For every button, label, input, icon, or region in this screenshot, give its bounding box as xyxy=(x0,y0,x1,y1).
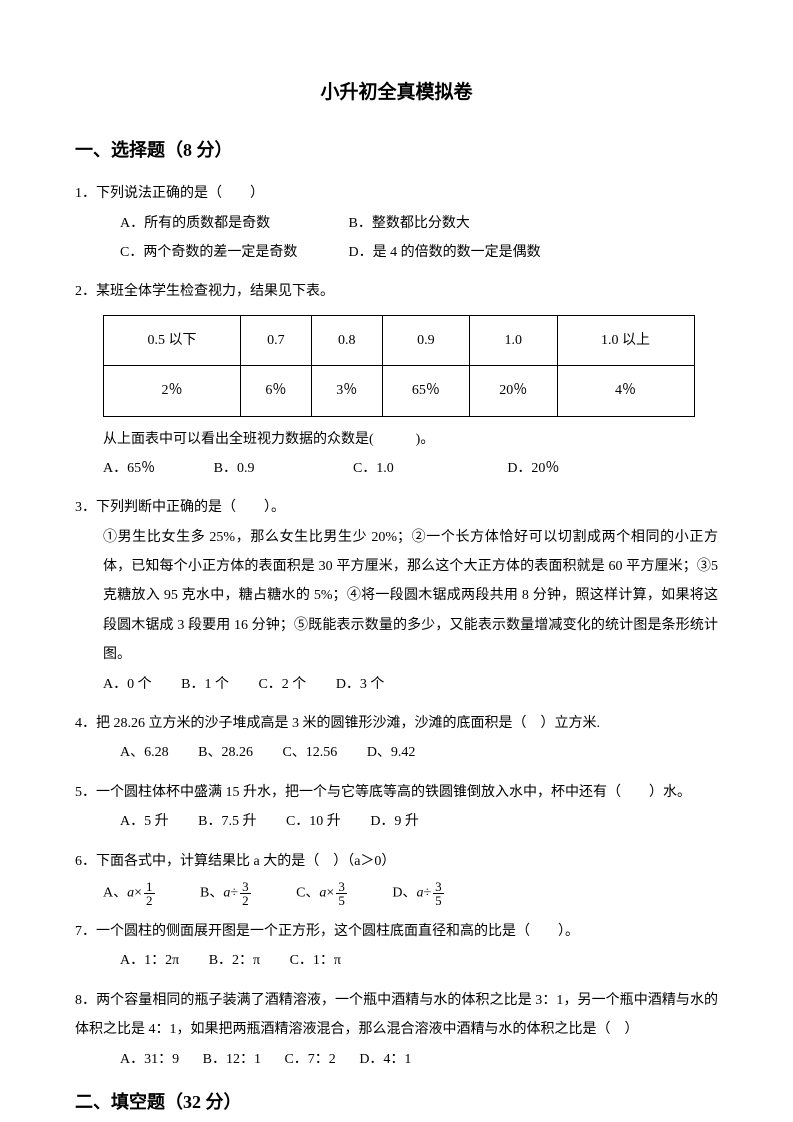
frac-den: 2 xyxy=(144,894,155,907)
q2-options: A．65％ B．0.9 C．1.0 D．20％ xyxy=(75,454,718,483)
q8-stem: 8．两个容量相同的瓶子装满了酒精溶液，一个瓶中酒精与水的体积之比是 3：1，另一… xyxy=(75,986,718,1045)
q7-options: A．1：2π B．2：π C．1：π xyxy=(75,946,718,975)
th: 1.0 以上 xyxy=(557,315,694,365)
q5-optC: C．10 升 xyxy=(286,807,341,836)
q6-optD: D、a÷35 xyxy=(392,880,445,907)
q3-optA: A．0 个 xyxy=(103,670,152,699)
page-title: 小升初全真模拟卷 xyxy=(75,78,718,108)
q1-stem: 1．下列说法正确的是（ ） xyxy=(75,179,718,208)
frac-den: 5 xyxy=(336,894,347,907)
q5-stem: 5．一个圆柱体杯中盛满 15 升水，把一个与它等底等高的铁圆锥倒放入水中，杯中还… xyxy=(75,778,718,807)
q2-stem: 2．某班全体学生检查视力，结果见下表。 xyxy=(75,277,718,306)
q1-optD: D．是 4 的倍数的数一定是偶数 xyxy=(349,245,541,260)
frac-den: 5 xyxy=(433,894,444,907)
q7-optC: C．1：π xyxy=(290,946,341,975)
q8-optC: C．7：2 xyxy=(284,1045,335,1074)
q7-optA: A．1：2π xyxy=(120,946,179,975)
q4-options: A、6.28 B、28.26 C、12.56 D、9.42 xyxy=(75,738,718,767)
th: 0.8 xyxy=(311,315,382,365)
q5-optB: B．7.5 升 xyxy=(198,807,256,836)
q4-optC: C、12.56 xyxy=(282,738,337,767)
question-1: 1．下列说法正确的是（ ） A．所有的质数都是奇数 B．整数都比分数大 C．两个… xyxy=(75,179,718,267)
frac-den: 2 xyxy=(240,894,251,907)
th: 0.9 xyxy=(382,315,469,365)
question-8: 8．两个容量相同的瓶子装满了酒精溶液，一个瓶中酒精与水的体积之比是 3：1，另一… xyxy=(75,986,718,1074)
section2-header: 二、填空题（32 分） xyxy=(75,1088,718,1117)
q6-optC: C、a×35 xyxy=(296,880,349,907)
td: 3％ xyxy=(311,366,382,416)
q4-optD: D、9.42 xyxy=(367,738,416,767)
question-2: 2．某班全体学生检查视力，结果见下表。 0.5 以下 0.7 0.8 0.9 1… xyxy=(75,277,718,483)
question-4: 4．把 28.26 立方米的沙子堆成高是 3 米的圆锥形沙滩，沙滩的底面积是（ … xyxy=(75,709,718,768)
opt-label: D、 xyxy=(392,886,416,901)
q1-optC: C．两个奇数的差一定是奇数 xyxy=(120,238,345,267)
q5-optA: A．5 升 xyxy=(120,807,169,836)
q3-optB: B．1 个 xyxy=(181,670,229,699)
table-row: 0.5 以下 0.7 0.8 0.9 1.0 1.0 以上 xyxy=(104,315,695,365)
q2-optA: A．65％ xyxy=(103,454,155,483)
th: 0.7 xyxy=(241,315,312,365)
q5-optD: D．9 升 xyxy=(370,807,419,836)
q8-optA: A．31：9 xyxy=(120,1045,179,1074)
q3-options: A．0 个 B．1 个 C．2 个 D．3 个 xyxy=(75,670,718,699)
question-6: 6．下面各式中，计算结果比 a 大的是（ ）（a＞0） A、a×12 B、a÷3… xyxy=(75,847,718,907)
table-row: 2％ 6％ 3％ 65％ 20％ 4％ xyxy=(104,366,695,416)
q6-options: A、a×12 B、a÷32 C、a×35 D、a÷35 xyxy=(75,876,718,907)
vision-table: 0.5 以下 0.7 0.8 0.9 1.0 1.0 以上 2％ 6％ 3％ 6… xyxy=(103,315,695,417)
frac-num: 3 xyxy=(433,880,444,894)
q3-body: ①男生比女生多 25%，那么女生比男生少 20%；②一个长方体恰好可以切割成两个… xyxy=(75,523,718,670)
q6-optA: A、a×12 xyxy=(103,880,157,907)
q1-optB: B．整数都比分数大 xyxy=(349,216,470,231)
frac-num: 3 xyxy=(336,880,347,894)
q5-options: A．5 升 B．7.5 升 C．10 升 D．9 升 xyxy=(75,807,718,836)
td: 20％ xyxy=(470,366,557,416)
q4-stem: 4．把 28.26 立方米的沙子堆成高是 3 米的圆锥形沙滩，沙滩的底面积是（ … xyxy=(75,709,718,738)
q4-optA: A、6.28 xyxy=(120,738,169,767)
q6-optB: B、a÷32 xyxy=(200,880,253,907)
q4-optB: B、28.26 xyxy=(198,738,253,767)
q1-options: A．所有的质数都是奇数 B．整数都比分数大 C．两个奇数的差一定是奇数 D．是 … xyxy=(75,209,718,268)
frac-num: 3 xyxy=(240,880,251,894)
th: 0.5 以下 xyxy=(104,315,241,365)
q3-optC: C．2 个 xyxy=(258,670,306,699)
q2-optD: D．20％ xyxy=(507,454,559,483)
frac-num: 1 xyxy=(144,880,155,894)
question-7: 7．一个圆柱的侧面展开图是一个正方形，这个圆柱底面直径和高的比是（ ）。 A．1… xyxy=(75,917,718,976)
opt-label: B、 xyxy=(200,886,223,901)
opt-label: A、 xyxy=(103,886,127,901)
q7-optB: B．2：π xyxy=(209,946,260,975)
opt-label: C、 xyxy=(296,886,319,901)
q2-after: 从上面表中可以看出全班视力数据的众数是( )。 xyxy=(75,425,718,454)
q1-optA: A．所有的质数都是奇数 xyxy=(120,209,345,238)
question-3: 3．下列判断中正确的是（ ）。 ①男生比女生多 25%，那么女生比男生少 20%… xyxy=(75,493,718,699)
q2-optB: B．0.9 xyxy=(214,454,255,483)
td: 4％ xyxy=(557,366,694,416)
td: 2％ xyxy=(104,366,241,416)
q8-optD: D．4：1 xyxy=(359,1045,411,1074)
td: 6％ xyxy=(241,366,312,416)
th: 1.0 xyxy=(470,315,557,365)
q3-optD: D．3 个 xyxy=(336,670,385,699)
q6-stem: 6．下面各式中，计算结果比 a 大的是（ ）（a＞0） xyxy=(75,847,718,876)
section1-header: 一、选择题（8 分） xyxy=(75,136,718,165)
q8-optB: B．12：1 xyxy=(203,1045,261,1074)
q2-optC: C．1.0 xyxy=(353,454,394,483)
q3-stem: 3．下列判断中正确的是（ ）。 xyxy=(75,493,718,522)
td: 65％ xyxy=(382,366,469,416)
question-5: 5．一个圆柱体杯中盛满 15 升水，把一个与它等底等高的铁圆锥倒放入水中，杯中还… xyxy=(75,778,718,837)
q8-options: A．31：9 B．12：1 C．7：2 D．4：1 xyxy=(75,1045,718,1074)
q7-stem: 7．一个圆柱的侧面展开图是一个正方形，这个圆柱底面直径和高的比是（ ）。 xyxy=(75,917,718,946)
